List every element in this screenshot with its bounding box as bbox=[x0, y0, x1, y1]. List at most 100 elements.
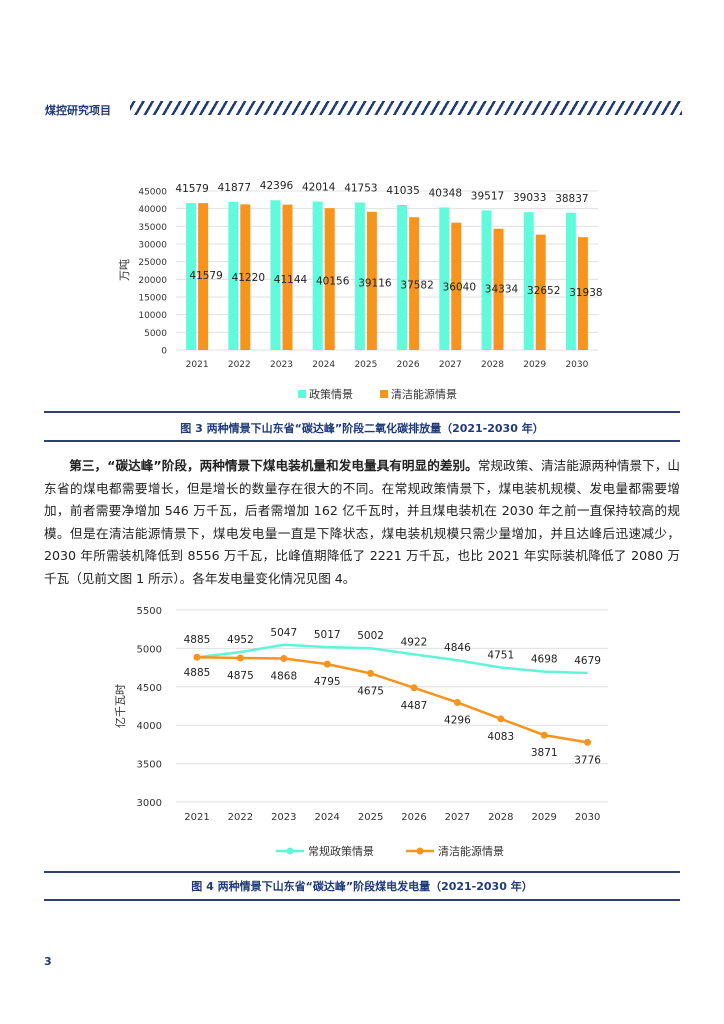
divider bbox=[44, 871, 680, 873]
data-label-policy: 42396 bbox=[260, 180, 294, 192]
data-label-clean: 3776 bbox=[574, 754, 601, 766]
figure3-caption: 图 3 两种情景下山东省“碳达峰”阶段二氧化碳排放量（2021-2030 年） bbox=[180, 422, 544, 435]
data-label-policy: 5017 bbox=[314, 629, 341, 641]
y-tick-label: 10000 bbox=[138, 311, 167, 321]
data-label-clean: 41144 bbox=[274, 274, 308, 286]
x-tick-label: 2021 bbox=[184, 812, 209, 823]
bar-clean bbox=[366, 211, 377, 350]
legend-marker-clean bbox=[416, 847, 424, 855]
y-tick-label: 3000 bbox=[137, 798, 162, 809]
bar-policy bbox=[481, 210, 492, 350]
legend-label-policy: 常规政策情景 bbox=[308, 844, 374, 858]
data-label-policy: 39517 bbox=[471, 190, 504, 202]
line-policy bbox=[196, 643, 588, 675]
x-tick-label: 2026 bbox=[401, 812, 426, 823]
y-tick-label: 35000 bbox=[138, 223, 167, 233]
x-tick-label: 2029 bbox=[523, 360, 546, 370]
point-clean bbox=[410, 684, 418, 692]
bar-policy bbox=[439, 207, 450, 350]
x-tick-label: 2027 bbox=[439, 360, 462, 370]
point-clean bbox=[367, 669, 375, 677]
x-tick-label: 2029 bbox=[531, 812, 556, 823]
header-title: 煤控研究项目 bbox=[45, 104, 111, 117]
divider bbox=[44, 440, 680, 442]
bar-policy bbox=[312, 201, 323, 350]
data-label-clean: 4795 bbox=[314, 676, 341, 688]
data-label-policy: 41877 bbox=[218, 182, 251, 194]
data-label-policy: 4698 bbox=[531, 654, 558, 666]
data-label-policy: 5047 bbox=[270, 627, 297, 639]
x-tick-label: 2028 bbox=[488, 812, 513, 823]
point-clean bbox=[584, 738, 592, 746]
legend-swatch-clean bbox=[380, 390, 388, 398]
page-number: 3 bbox=[44, 955, 52, 968]
y-tick-label: 45000 bbox=[138, 188, 167, 198]
data-label-policy: 41753 bbox=[344, 182, 377, 194]
data-label-clean: 4885 bbox=[184, 667, 211, 679]
y-tick-label: 3500 bbox=[137, 760, 162, 771]
data-label-clean: 37582 bbox=[400, 280, 433, 292]
data-label-clean: 4868 bbox=[270, 671, 297, 683]
paragraph-lead: 第三，“碳达峰”阶段，两种情景下煤电装机量和发电量具有明显的差别。 bbox=[69, 458, 478, 473]
y-tick-label: 40000 bbox=[138, 205, 167, 215]
y-tick-label: 4500 bbox=[137, 683, 162, 694]
data-label-policy: 40348 bbox=[429, 187, 462, 199]
data-label-clean: 3871 bbox=[531, 747, 558, 759]
data-label-policy: 4885 bbox=[184, 634, 211, 646]
point-clean bbox=[236, 654, 244, 662]
divider bbox=[44, 411, 680, 413]
line-clean bbox=[196, 655, 588, 744]
data-label-clean: 31938 bbox=[569, 287, 602, 299]
bar-policy bbox=[270, 200, 281, 350]
bar-clean bbox=[451, 222, 462, 350]
bar-clean bbox=[577, 237, 588, 350]
y-tick-label: 15000 bbox=[138, 294, 167, 304]
x-tick-label: 2025 bbox=[354, 360, 377, 370]
data-label-policy: 4846 bbox=[444, 642, 471, 654]
data-label-policy: 5002 bbox=[357, 630, 384, 642]
header-stripes bbox=[130, 101, 682, 115]
data-label-clean: 4487 bbox=[401, 700, 428, 712]
legend-swatch-policy bbox=[298, 390, 306, 398]
bar-policy bbox=[186, 203, 197, 350]
bar-clean bbox=[493, 228, 504, 350]
y-tick-label: 5000 bbox=[137, 644, 162, 655]
data-label-policy: 41035 bbox=[386, 185, 419, 197]
data-label-policy: 38837 bbox=[555, 193, 588, 205]
data-label-clean: 34334 bbox=[485, 283, 519, 295]
data-label-policy: 4679 bbox=[574, 655, 601, 667]
y-tick-label: 4000 bbox=[137, 721, 162, 732]
data-label-policy: 4751 bbox=[487, 650, 514, 662]
x-tick-label: 2030 bbox=[565, 360, 588, 370]
x-tick-label: 2022 bbox=[228, 360, 251, 370]
x-tick-label: 2028 bbox=[481, 360, 504, 370]
data-label-clean: 36040 bbox=[443, 281, 476, 293]
legend-label-policy: 政策情景 bbox=[309, 387, 353, 401]
x-tick-label: 2024 bbox=[312, 360, 335, 370]
y-tick-label: 5500 bbox=[137, 606, 162, 617]
bar-policy bbox=[397, 205, 408, 350]
divider bbox=[44, 899, 680, 901]
bar-clean bbox=[324, 208, 335, 350]
data-label-clean: 32652 bbox=[527, 285, 560, 297]
point-clean bbox=[453, 698, 461, 706]
y-tick-label: 25000 bbox=[138, 258, 167, 268]
data-label-policy: 39033 bbox=[513, 192, 546, 204]
data-label-clean: 41220 bbox=[232, 272, 265, 284]
bar-clean bbox=[409, 217, 420, 350]
data-label-clean: 40156 bbox=[316, 276, 350, 288]
data-label-policy: 4952 bbox=[227, 634, 254, 646]
data-label-policy: 4922 bbox=[401, 636, 428, 648]
x-tick-label: 2024 bbox=[314, 812, 339, 823]
point-clean bbox=[497, 715, 505, 723]
data-label-clean: 4296 bbox=[444, 714, 471, 726]
data-label-clean: 41579 bbox=[189, 270, 222, 282]
bar-policy bbox=[523, 212, 534, 350]
y-tick-label: 20000 bbox=[138, 276, 167, 286]
data-label-clean: 4875 bbox=[227, 670, 254, 682]
point-clean bbox=[323, 660, 331, 668]
x-tick-label: 2021 bbox=[186, 360, 209, 370]
point-clean bbox=[540, 731, 548, 739]
x-tick-label: 2026 bbox=[397, 360, 420, 370]
x-tick-label: 2022 bbox=[228, 812, 253, 823]
